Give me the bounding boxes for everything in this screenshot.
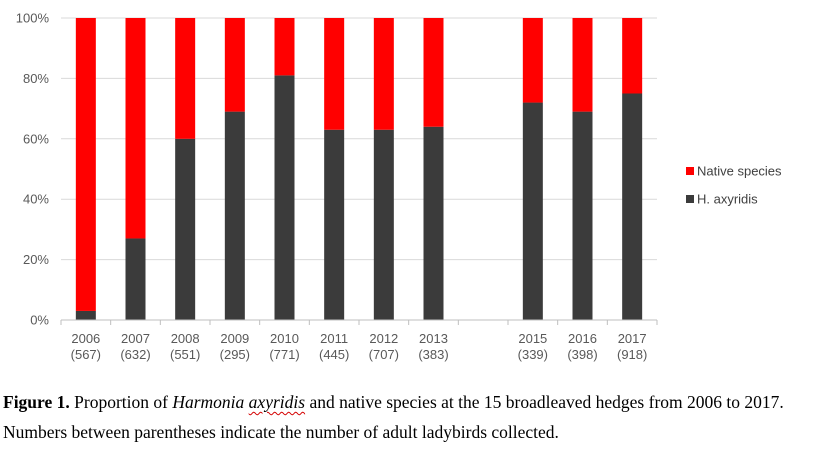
x-tick-label-count: (398) — [567, 347, 597, 362]
x-tick-label-count: (771) — [269, 347, 299, 362]
y-axis-ticks: 0% 20% 40% 60% 80% 100% — [16, 11, 50, 328]
x-tick-label-count: (339) — [518, 347, 548, 362]
bar-native-species — [75, 18, 96, 311]
x-tick-label-year: 2012 — [369, 331, 398, 346]
x-tick-label-year: 2008 — [171, 331, 200, 346]
legend-swatch — [686, 195, 694, 203]
bar-h-axyridis — [125, 238, 146, 320]
bar-h-axyridis — [175, 138, 196, 320]
x-tick-label-count: (632) — [120, 347, 150, 362]
y-tick-label: 0% — [30, 313, 49, 328]
y-tick-label: 20% — [23, 252, 49, 267]
bar-h-axyridis — [423, 126, 444, 320]
bar-native-species — [572, 18, 593, 112]
x-tick-label-year: 2017 — [618, 331, 647, 346]
caption-text-before: Proportion of — [69, 392, 173, 412]
x-tick-label-year: 2013 — [419, 331, 448, 346]
bar-h-axyridis — [522, 102, 543, 320]
bar-native-species — [373, 18, 394, 130]
y-tick-label: 60% — [23, 131, 49, 146]
x-tick-label-year: 2006 — [71, 331, 100, 346]
y-tick-label: 100% — [16, 11, 50, 26]
legend-label: Native species — [697, 164, 782, 179]
y-tick-label: 40% — [23, 192, 49, 207]
legend: Native species H. axyridis — [686, 164, 782, 207]
bar-h-axyridis — [75, 310, 96, 320]
x-tick-label-count: (918) — [617, 347, 647, 362]
y-tick-label: 80% — [23, 71, 49, 86]
bar-native-species — [423, 18, 444, 127]
x-tick-label-year: 2010 — [270, 331, 299, 346]
bar-h-axyridis — [373, 129, 394, 320]
x-tick-label-count: (567) — [71, 347, 101, 362]
x-tick-label-count: (445) — [319, 347, 349, 362]
bar-h-axyridis — [622, 93, 643, 320]
stacked-bar-chart: 0%20%40%60%80%100% 2006(567)2007(632)200… — [16, 11, 782, 363]
caption-species-name: Harmonia axyridis — [172, 392, 305, 412]
legend-label: H. axyridis — [697, 192, 758, 207]
bar-native-species — [274, 18, 295, 76]
bar-native-species — [125, 18, 146, 239]
x-tick-label-year: 2016 — [568, 331, 597, 346]
legend-swatch — [686, 167, 694, 175]
bar-native-species — [622, 18, 643, 94]
x-tick-label-count: (295) — [220, 347, 250, 362]
caption-species-epithet: axyridis — [248, 392, 306, 412]
x-tick-label-count: (707) — [369, 347, 399, 362]
x-tick-label-year: 2011 — [320, 331, 348, 346]
bars — [75, 18, 643, 321]
caption-species-genus: Harmonia — [172, 392, 245, 412]
bar-h-axyridis — [274, 75, 295, 320]
caption-text-after: and native species at the 15 broadleaved… — [3, 392, 784, 442]
bar-native-species — [324, 18, 345, 130]
bar-native-species — [175, 18, 196, 139]
x-tick-label-year: 2009 — [220, 331, 249, 346]
bar-native-species — [224, 18, 245, 112]
gridlines — [61, 17, 657, 261]
x-axis — [60, 319, 658, 325]
bar-h-axyridis — [572, 111, 593, 321]
bar-h-axyridis — [324, 129, 345, 320]
x-tick-label-year: 2015 — [518, 331, 547, 346]
figure-caption: Figure 1. Proportion of Harmonia axyridi… — [3, 387, 825, 447]
x-tick-label-year: 2007 — [121, 331, 150, 346]
x-tick-label-count: (383) — [418, 347, 448, 362]
bar-h-axyridis — [224, 111, 245, 321]
caption-label: Figure 1. — [3, 392, 70, 412]
x-axis-ticks: 2006(567) 2007(632) 2008(551) 2009(295) 2010… — [71, 331, 648, 362]
x-tick-label-count: (551) — [170, 347, 200, 362]
bar-native-species — [522, 18, 543, 103]
